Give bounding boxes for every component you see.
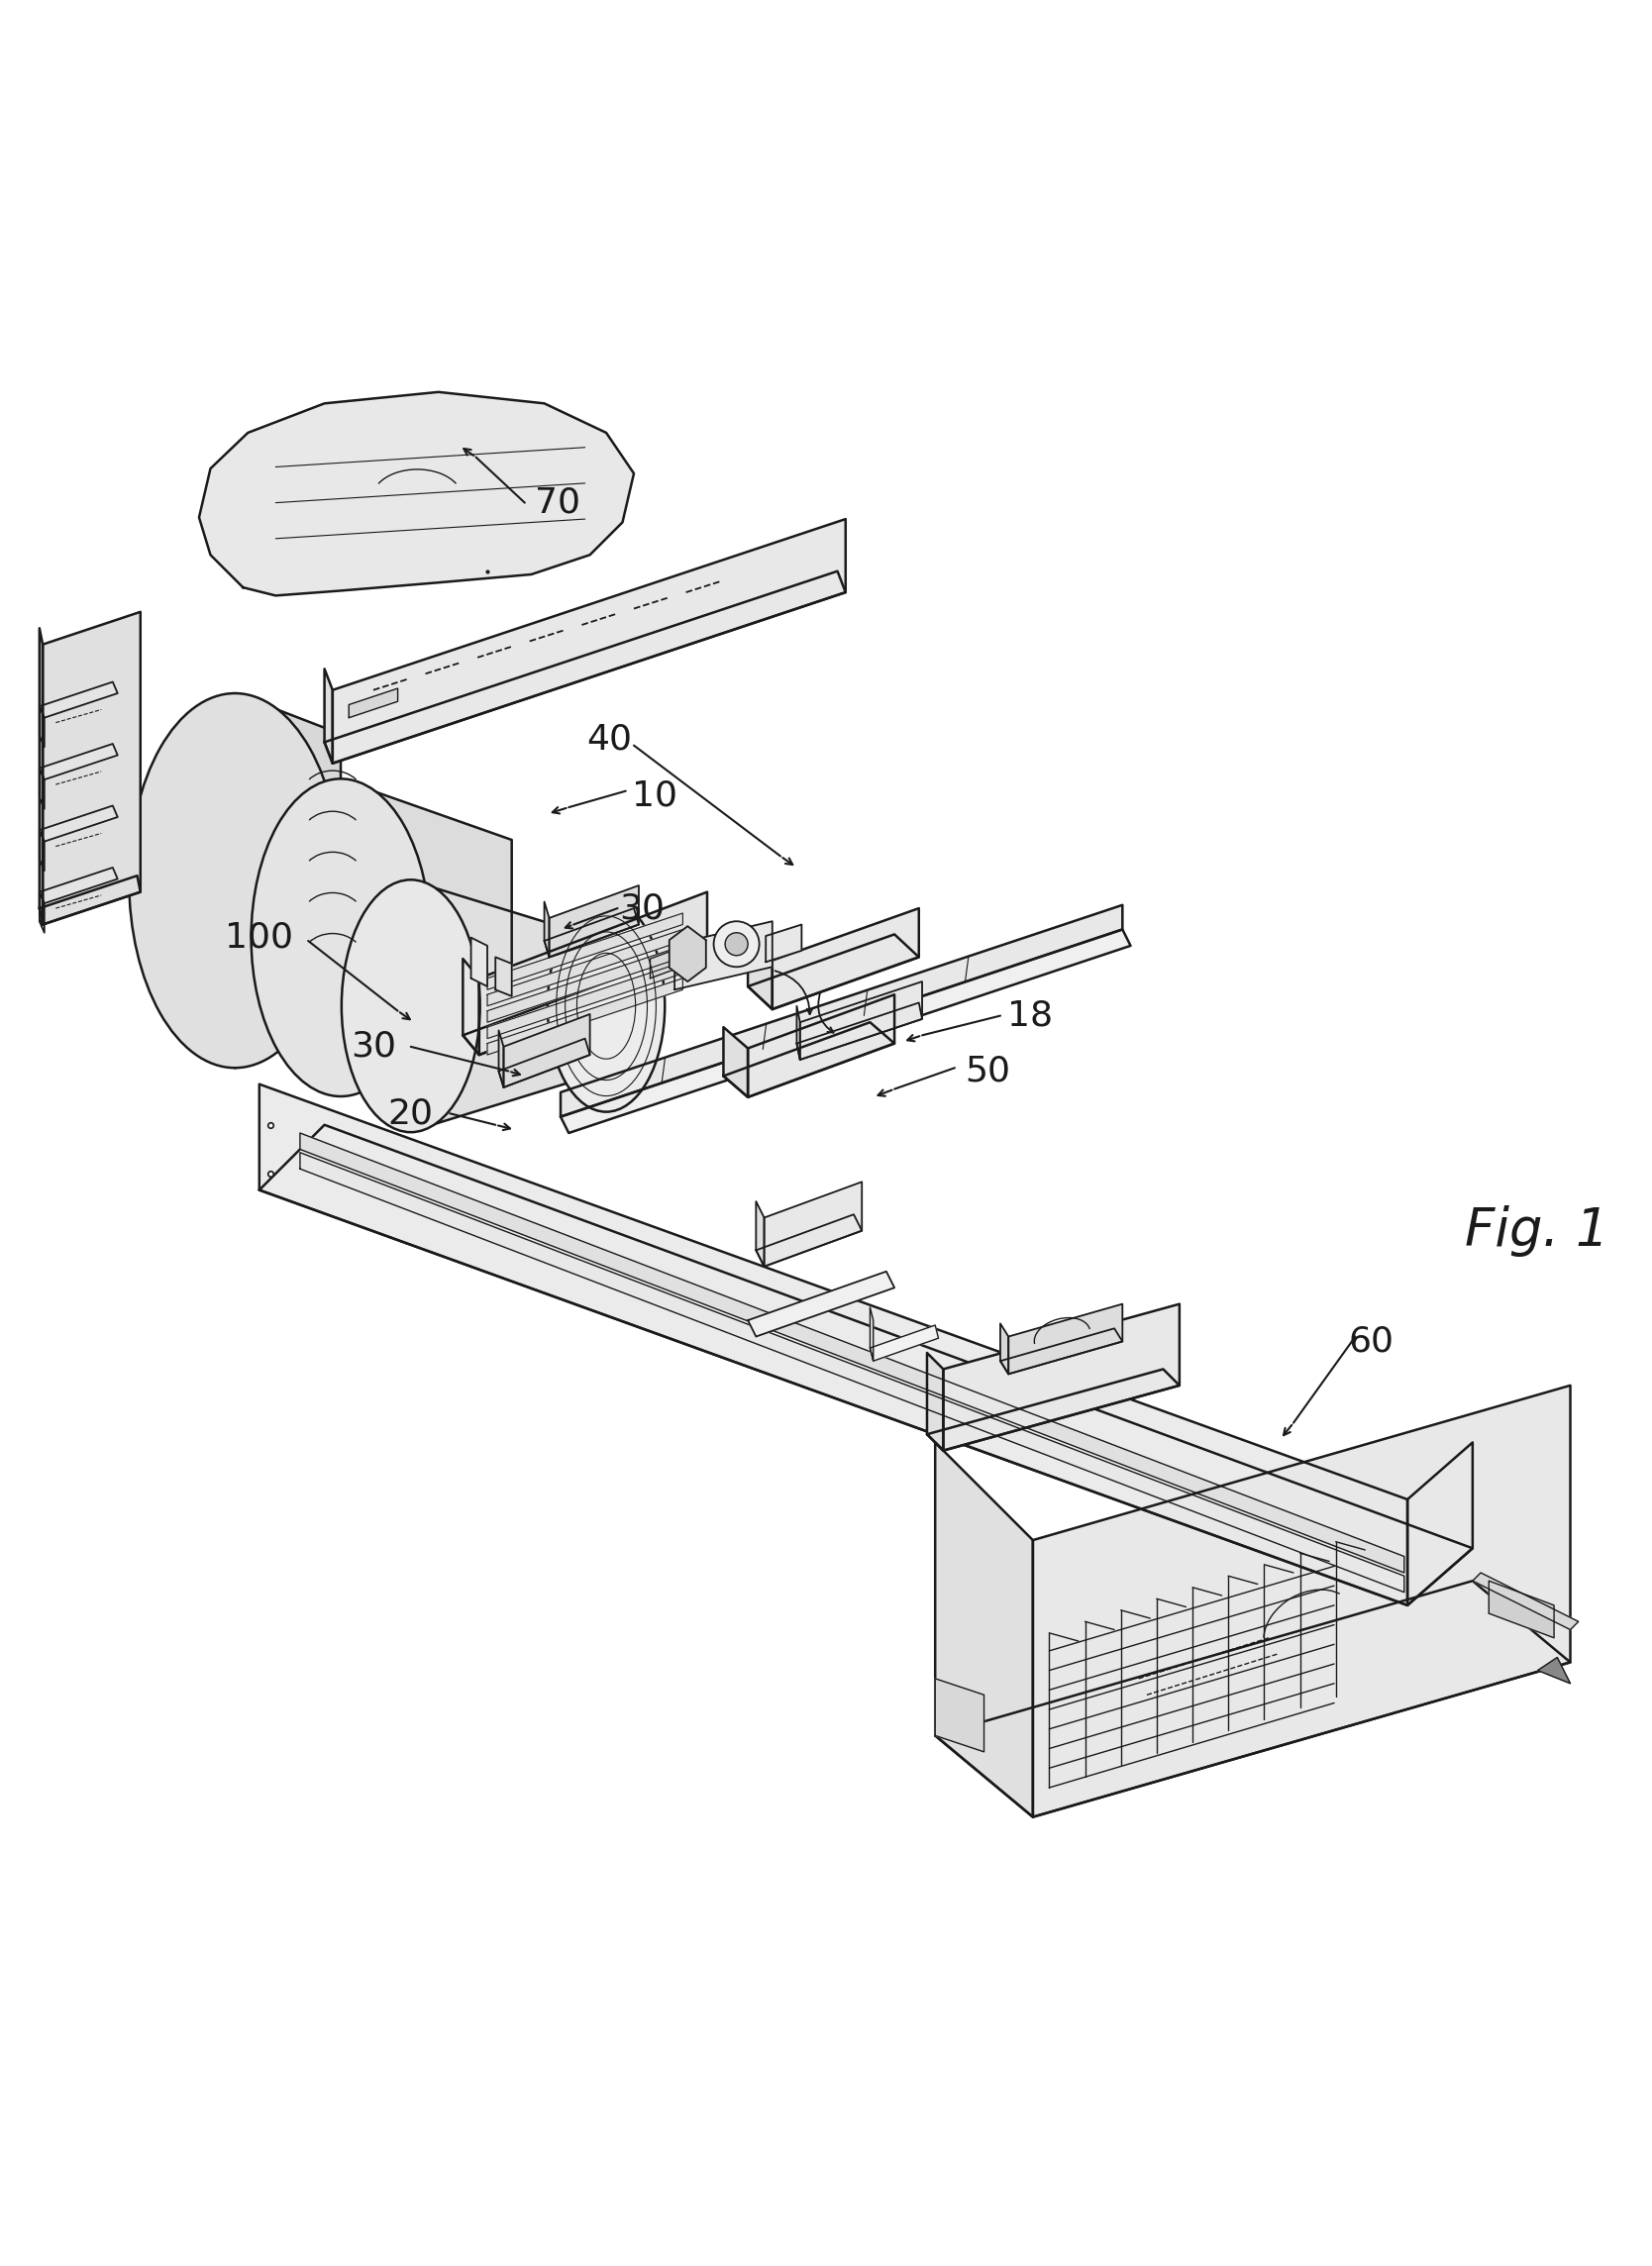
- Polygon shape: [765, 1183, 862, 1267]
- Polygon shape: [796, 1006, 800, 1060]
- Polygon shape: [724, 1022, 894, 1097]
- Polygon shape: [935, 1443, 1032, 1817]
- Polygon shape: [43, 612, 140, 925]
- Polygon shape: [198, 392, 634, 596]
- Polygon shape: [340, 780, 512, 1094]
- Text: 10: 10: [633, 780, 677, 813]
- Polygon shape: [748, 995, 894, 1097]
- Ellipse shape: [547, 900, 664, 1113]
- Polygon shape: [40, 807, 117, 841]
- Polygon shape: [40, 875, 140, 925]
- Polygon shape: [1538, 1656, 1571, 1684]
- Polygon shape: [40, 707, 45, 748]
- Polygon shape: [324, 571, 846, 764]
- Polygon shape: [1032, 1385, 1571, 1817]
- Polygon shape: [40, 868, 117, 904]
- Text: 30: 30: [620, 891, 664, 925]
- Text: 70: 70: [535, 485, 580, 519]
- Polygon shape: [548, 886, 639, 956]
- Polygon shape: [499, 1038, 590, 1088]
- Ellipse shape: [342, 879, 481, 1133]
- Polygon shape: [544, 909, 639, 956]
- Text: 100: 100: [225, 920, 294, 954]
- Polygon shape: [927, 1353, 943, 1450]
- Polygon shape: [259, 1124, 1472, 1604]
- Text: 20: 20: [388, 1097, 433, 1131]
- Polygon shape: [748, 938, 771, 1008]
- Polygon shape: [40, 743, 117, 780]
- Polygon shape: [748, 934, 919, 1008]
- Polygon shape: [349, 689, 398, 718]
- Polygon shape: [40, 628, 43, 925]
- Text: 18: 18: [1006, 999, 1052, 1033]
- Polygon shape: [935, 1679, 985, 1752]
- Ellipse shape: [129, 693, 340, 1067]
- Polygon shape: [496, 956, 512, 997]
- Polygon shape: [1408, 1443, 1472, 1604]
- Polygon shape: [544, 902, 548, 956]
- Ellipse shape: [251, 780, 430, 1097]
- Polygon shape: [479, 893, 707, 1056]
- Polygon shape: [800, 981, 922, 1060]
- Polygon shape: [724, 1026, 748, 1097]
- Polygon shape: [560, 929, 1130, 1133]
- Polygon shape: [40, 829, 45, 870]
- Polygon shape: [767, 925, 801, 963]
- Polygon shape: [487, 929, 682, 1006]
- Polygon shape: [935, 1582, 1571, 1817]
- Polygon shape: [927, 1369, 1180, 1450]
- Polygon shape: [943, 1303, 1180, 1450]
- Polygon shape: [301, 1153, 1404, 1593]
- Text: 40: 40: [586, 723, 633, 757]
- Polygon shape: [235, 693, 340, 1067]
- Polygon shape: [757, 1215, 862, 1267]
- Polygon shape: [669, 927, 705, 981]
- Text: 30: 30: [350, 1029, 396, 1063]
- Polygon shape: [487, 979, 682, 1056]
- Polygon shape: [40, 682, 117, 718]
- Polygon shape: [301, 1133, 1404, 1573]
- Polygon shape: [463, 952, 707, 1056]
- Polygon shape: [1472, 1573, 1578, 1629]
- Polygon shape: [1008, 1303, 1122, 1373]
- Polygon shape: [651, 940, 699, 979]
- Polygon shape: [560, 904, 1122, 1117]
- Polygon shape: [1001, 1328, 1122, 1373]
- Polygon shape: [748, 1271, 894, 1337]
- Polygon shape: [411, 881, 606, 1131]
- Polygon shape: [487, 963, 682, 1038]
- Polygon shape: [1488, 1582, 1555, 1638]
- Text: Fig. 1: Fig. 1: [1464, 1206, 1609, 1255]
- Polygon shape: [487, 945, 682, 1022]
- Polygon shape: [871, 1326, 938, 1362]
- Polygon shape: [40, 893, 45, 934]
- Polygon shape: [757, 1201, 765, 1267]
- Polygon shape: [463, 959, 479, 1056]
- Polygon shape: [499, 1031, 504, 1088]
- Polygon shape: [871, 1307, 874, 1362]
- Polygon shape: [259, 1083, 1408, 1604]
- Polygon shape: [471, 938, 487, 986]
- Text: 60: 60: [1348, 1326, 1394, 1357]
- Polygon shape: [40, 768, 45, 809]
- Polygon shape: [332, 519, 846, 764]
- Circle shape: [714, 922, 760, 968]
- Polygon shape: [324, 668, 332, 764]
- Circle shape: [725, 934, 748, 956]
- Polygon shape: [796, 1004, 922, 1060]
- Polygon shape: [674, 922, 771, 990]
- Polygon shape: [771, 909, 919, 1008]
- Text: 50: 50: [965, 1054, 1009, 1088]
- Polygon shape: [1001, 1323, 1008, 1373]
- Polygon shape: [487, 913, 682, 990]
- Polygon shape: [504, 1015, 590, 1088]
